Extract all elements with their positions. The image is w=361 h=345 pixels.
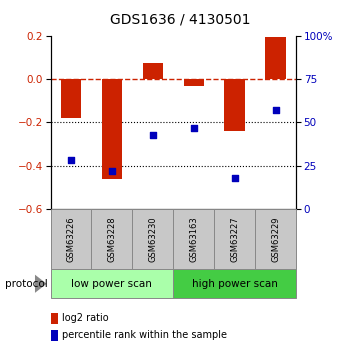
Bar [61, 79, 81, 118]
Bar [255, 209, 296, 269]
Text: protocol: protocol [5, 279, 48, 289]
Bar [214, 209, 255, 269]
Bar [173, 269, 296, 298]
Bar [225, 79, 245, 131]
Text: log2 ratio: log2 ratio [62, 313, 109, 323]
Text: GSM63229: GSM63229 [271, 216, 280, 262]
Point [232, 175, 238, 180]
Text: percentile rank within the sample: percentile rank within the sample [62, 330, 227, 340]
Bar [51, 269, 173, 298]
Text: high power scan: high power scan [192, 279, 278, 289]
Text: GSM63226: GSM63226 [66, 216, 75, 262]
Text: GSM63163: GSM63163 [189, 216, 198, 262]
Text: GSM63227: GSM63227 [230, 216, 239, 262]
Text: GSM63228: GSM63228 [108, 216, 116, 262]
Bar [91, 209, 132, 269]
Bar [265, 37, 286, 79]
Point [68, 158, 74, 163]
Bar [143, 63, 163, 79]
Point [273, 108, 278, 113]
Text: low power scan: low power scan [71, 279, 152, 289]
Bar [132, 209, 173, 269]
Text: GDS1636 / 4130501: GDS1636 / 4130501 [110, 12, 251, 26]
Bar [183, 79, 204, 86]
Point [150, 132, 156, 137]
Point [109, 168, 115, 174]
Point [191, 125, 197, 130]
Polygon shape [35, 275, 47, 293]
Bar [102, 79, 122, 178]
Bar [51, 209, 91, 269]
Bar [173, 209, 214, 269]
Text: GSM63230: GSM63230 [148, 216, 157, 262]
